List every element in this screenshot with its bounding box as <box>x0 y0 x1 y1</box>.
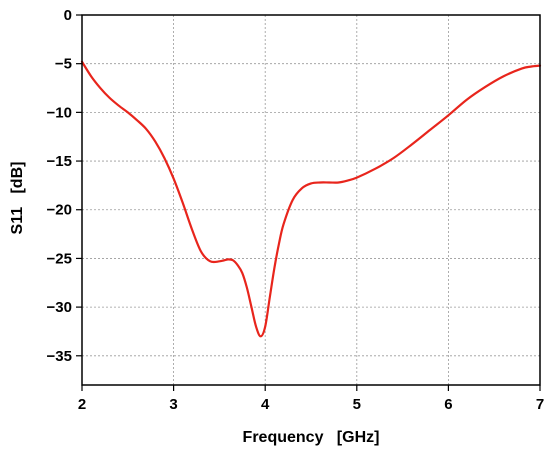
y-tick-label: 0 <box>64 7 72 24</box>
plot-frame <box>81 14 541 386</box>
x-tick-label: 6 <box>444 396 452 413</box>
grid-lines <box>82 15 540 385</box>
y-tick-labels: 0 −5 −10 −15 −20 −25 −30 −35 <box>47 7 72 365</box>
s11-curve <box>80 60 542 338</box>
x-tick-label: 2 <box>78 396 86 413</box>
y-axis-label: S11 [dB] <box>9 162 26 235</box>
x-tick-label: 5 <box>353 396 361 413</box>
x-tick-label: 3 <box>169 396 177 413</box>
y-tick-label: −30 <box>47 299 72 316</box>
y-tick-label: −20 <box>47 202 72 219</box>
y-tick-label: −10 <box>47 104 72 121</box>
y-tick-label: −15 <box>47 153 72 170</box>
x-tick-label: 7 <box>536 396 544 413</box>
x-tick-labels: 2 3 4 5 6 7 <box>78 396 544 413</box>
y-tick-label: −25 <box>47 250 72 267</box>
x-axis-label: Frequency [GHz] <box>243 429 380 446</box>
y-tick-label: −5 <box>55 56 72 73</box>
y-tick-label: −35 <box>47 348 72 365</box>
x-tick-label: 4 <box>261 396 270 413</box>
axis-ticks <box>76 14 541 391</box>
